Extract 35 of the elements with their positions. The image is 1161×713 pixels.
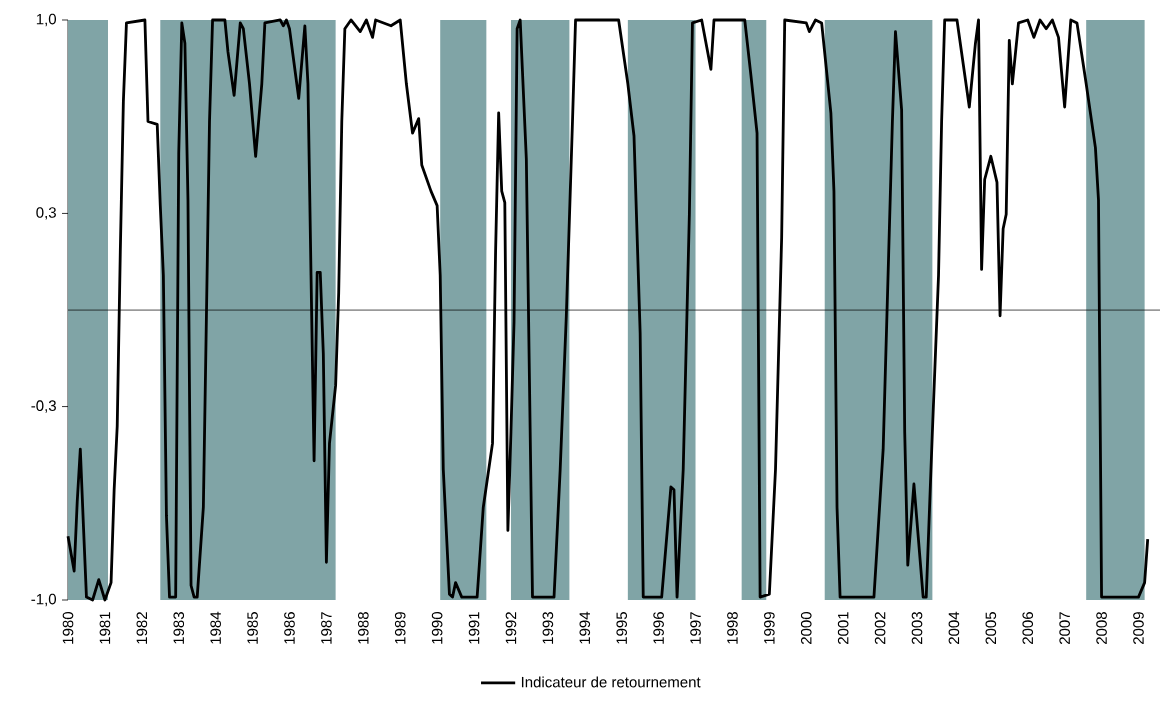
- x-tick-label: 1984: [210, 611, 221, 644]
- x-tick-label: 1995: [616, 612, 628, 644]
- x-tick-label: 1989: [394, 612, 406, 644]
- x-tick-label: 1986: [284, 612, 295, 644]
- x-tick-label: 1996: [653, 612, 664, 644]
- x-tick-label: 1988: [357, 612, 369, 644]
- legend-label: Indicateur de retournement: [521, 676, 701, 688]
- x-tick-label: 1987: [321, 612, 332, 644]
- x-tick-label: 2000: [800, 612, 812, 645]
- y-tick-label: -0,3: [31, 400, 56, 413]
- x-tick-label: 2009: [1133, 612, 1144, 645]
- x-tick-label: 1994: [579, 611, 591, 644]
- x-tick-label: 1991: [468, 612, 480, 644]
- x-tick-label: 2003: [911, 612, 923, 645]
- y-tick-label: 1,0: [36, 13, 57, 27]
- x-tick-label: 1993: [542, 612, 554, 644]
- x-tick-label: 2001: [837, 612, 849, 645]
- y-tick-label: -1,0: [31, 593, 57, 607]
- x-tick-label: 2005: [985, 612, 997, 645]
- x-tick-label: 1999: [764, 612, 775, 644]
- x-tick-label: 1998: [727, 612, 738, 644]
- x-tick-label: 1983: [173, 612, 185, 644]
- x-tick-label: 1980: [62, 612, 74, 644]
- x-tick-label: 2002: [874, 612, 886, 645]
- x-tick-label: 2004: [948, 611, 960, 645]
- x-tick-label: 1982: [136, 612, 148, 644]
- x-tick-label: 1985: [247, 612, 258, 644]
- x-tick-label: 2006: [1022, 612, 1034, 645]
- x-tick-label: 1981: [99, 612, 111, 644]
- y-tick-label: 0,3: [36, 207, 56, 220]
- x-tick-label: 1990: [431, 612, 443, 644]
- x-tick-label: 2008: [1096, 612, 1107, 645]
- x-tick-label: 2007: [1059, 612, 1070, 645]
- x-tick-label: 1997: [690, 612, 701, 644]
- x-tick-label: 1992: [505, 612, 517, 644]
